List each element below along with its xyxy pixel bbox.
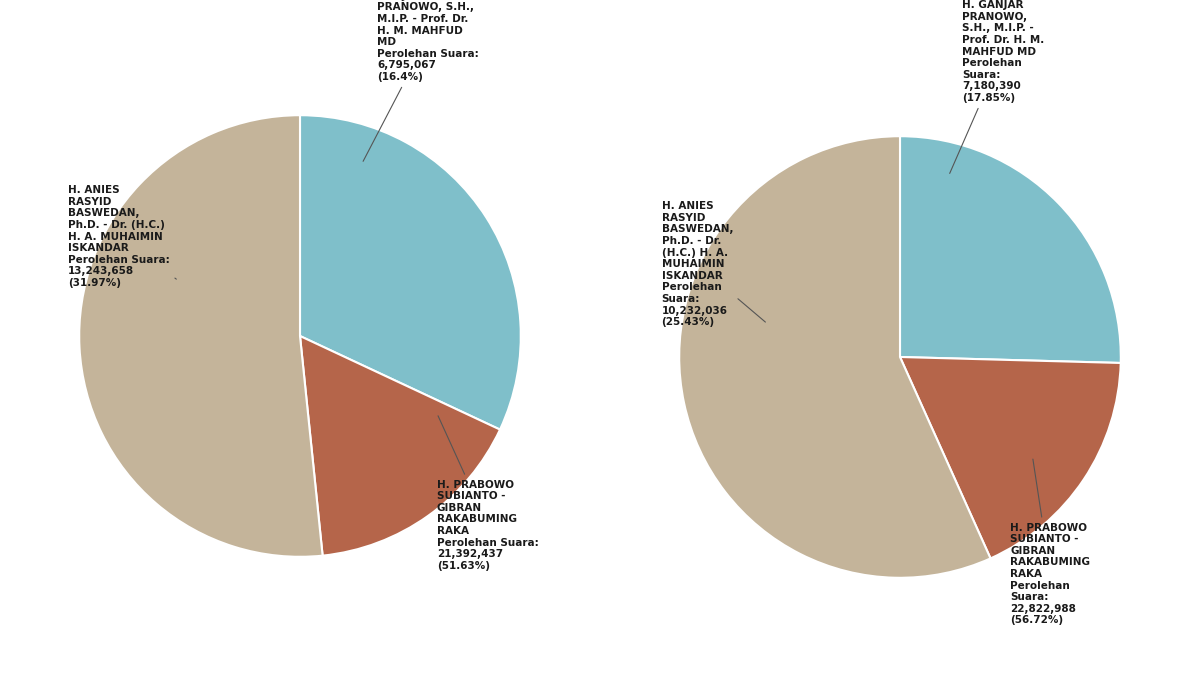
Wedge shape	[79, 116, 323, 556]
Text: H. ANIES
RASYID
BASWEDAN,
Ph.D. - Dr.
(H.C.) H. A.
MUHAIMIN
ISKANDAR
Perolehan
S: H. ANIES RASYID BASWEDAN, Ph.D. - Dr. (H…	[661, 202, 766, 328]
Text: Versi: 15 Feb 2024 19:00:23 Progress: 364999 dari
823236 TPS (44.34%): Versi: 15 Feb 2024 19:00:23 Progress: 36…	[180, 594, 444, 615]
Text: H. GANJAR
PRANOWO,
S.H., M.I.P. -
Prof. Dr. H. M.
MAHFUD MD
Perolehan
Suara:
7,1: H. GANJAR PRANOWO, S.H., M.I.P. - Prof. …	[949, 0, 1044, 174]
Wedge shape	[300, 336, 500, 556]
Wedge shape	[300, 116, 521, 430]
Text: H. PRABOWO
SUBIANTO -
GIBRAN
RAKABUMING
RAKA
Perolehan
Suara:
22,822,988
(56.72%: H. PRABOWO SUBIANTO - GIBRAN RAKABUMING …	[1010, 459, 1091, 625]
Text: H. ANIES
RASYID
BASWEDAN,
Ph.D. - Dr. (H.C.)
H. A. MUHAIMIN
ISKANDAR
Perolehan S: H. ANIES RASYID BASWEDAN, Ph.D. - Dr. (H…	[68, 186, 176, 288]
Text: Versi: 15 Feb 2024 20:30:44
Progress: 366797 dari 823236 TPS (44.56%): Versi: 15 Feb 2024 20:30:44 Progress: 36…	[769, 643, 1031, 671]
Wedge shape	[900, 357, 1121, 559]
Wedge shape	[679, 136, 990, 578]
Text: GANJAR
PRANOWO, S.H.,
M.I.P. - Prof. Dr.
H. M. MAHFUD
MD
Perolehan Suara:
6,795,: GANJAR PRANOWO, S.H., M.I.P. - Prof. Dr.…	[364, 0, 479, 161]
Text: H. PRABOWO
SUBIANTO -
GIBRAN
RAKABUMING
RAKA
Perolehan Suara:
21,392,437
(51.63%: H. PRABOWO SUBIANTO - GIBRAN RAKABUMING …	[437, 416, 539, 570]
Wedge shape	[900, 136, 1121, 363]
Text: Versi: 15 Feb 2024 19:00:23 Progress: 364999 dari 823236 TPS
(44.34%): Versi: 15 Feb 2024 19:00:23 Progress: 36…	[134, 639, 466, 661]
